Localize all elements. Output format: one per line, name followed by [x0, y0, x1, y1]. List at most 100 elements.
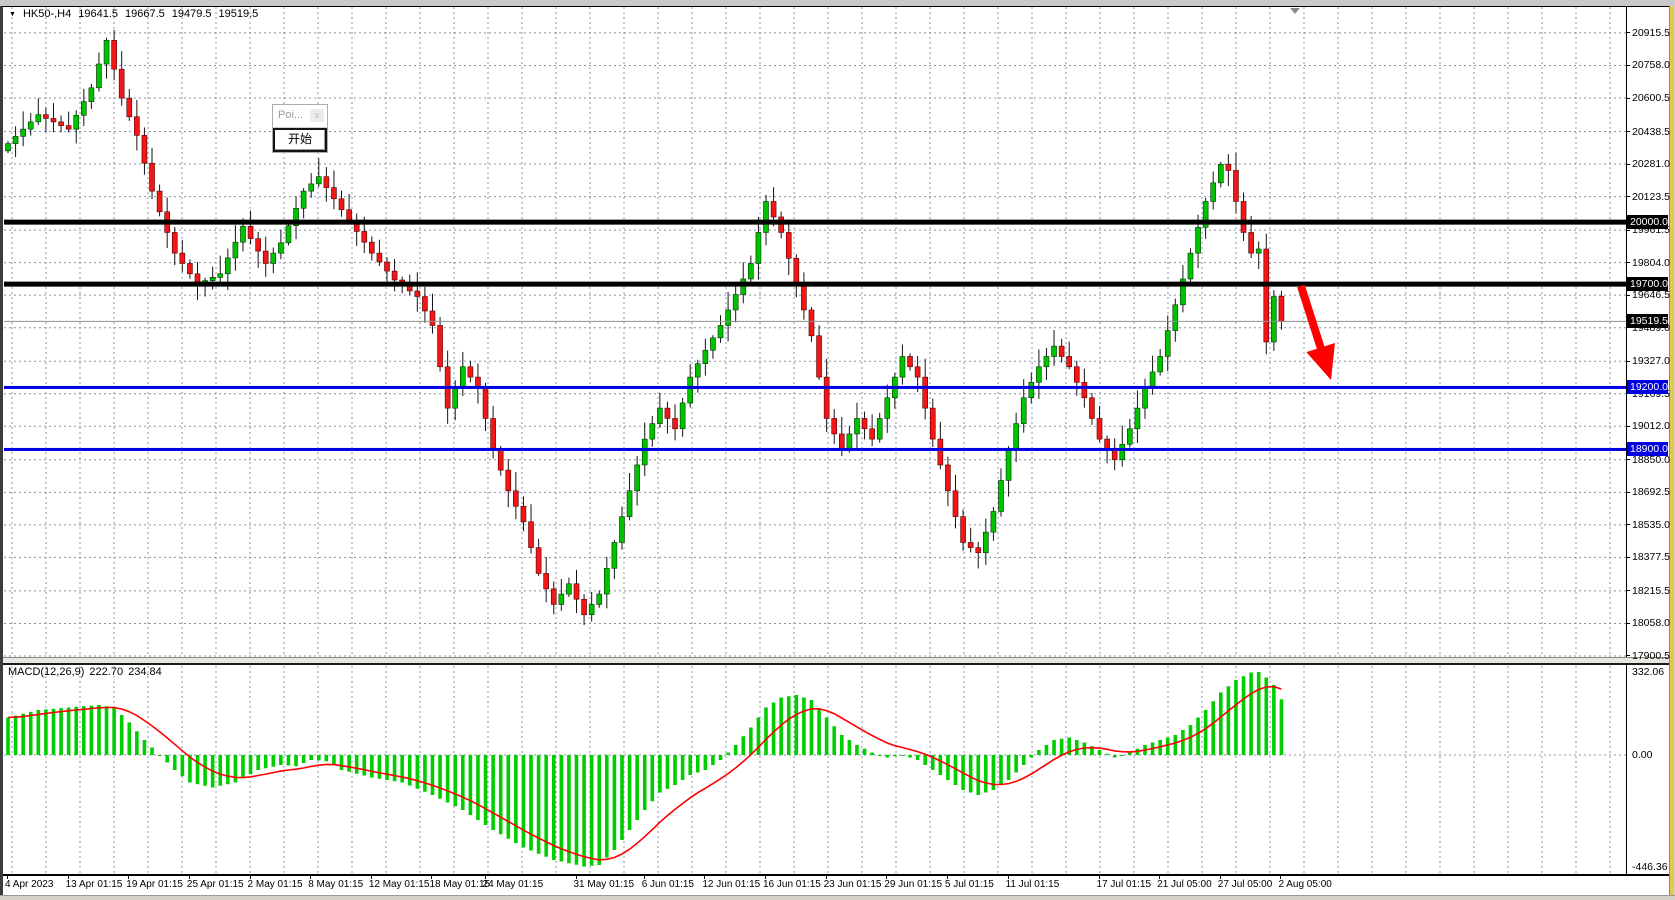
x-axis-tick [431, 875, 433, 879]
chart-shift-marker-icon[interactable] [1290, 8, 1300, 14]
y-axis-tick [1626, 425, 1630, 427]
price-line-20000.0[interactable] [4, 219, 1626, 225]
x-axis-label: 11 Jul 01:15 [1005, 879, 1060, 890]
x-axis-label: 25 Apr 01:15 [186, 879, 244, 890]
y-axis-tick [1626, 459, 1630, 461]
y-axis-label: 20281.0 [1632, 158, 1670, 171]
x-axis-label: 6 Jun 01:15 [641, 879, 694, 890]
y-axis-label: 19012.0 [1632, 420, 1670, 433]
price-line-19200.0[interactable] [4, 385, 1626, 389]
y-axis-label: 18850.0 [1632, 453, 1670, 466]
x-axis-tick [249, 875, 251, 879]
chart-title: ▼ HK50-,H4 19641.5 19667.5 19479.5 19519… [9, 8, 258, 20]
x-axis-tick [484, 875, 486, 879]
x-axis-tick [575, 875, 577, 879]
x-axis-label: 21 Jul 05:00 [1157, 879, 1212, 890]
macd-signal-value: 234.84 [128, 666, 162, 678]
y-axis-label: 19804.0 [1632, 256, 1670, 269]
x-axis-tick [1007, 875, 1009, 879]
y-axis-label: 18535.0 [1632, 518, 1670, 531]
y-axis-tick [1626, 622, 1630, 624]
candlestick-series [5, 29, 1285, 626]
y-axis-label: 18058.0 [1632, 617, 1670, 630]
window-right-edge [1669, 6, 1674, 900]
x-axis-label: 18 May 01:15 [429, 879, 491, 890]
y-axis-label: 19327.0 [1632, 355, 1670, 368]
current-price-badge: 19519.5 [1627, 314, 1668, 329]
x-axis-label: 2 May 01:15 [247, 879, 303, 890]
y-axis-label: 18692.5 [1632, 486, 1670, 499]
y-axis-tick [1626, 196, 1630, 198]
y-axis-label: 18377.5 [1632, 551, 1670, 564]
price-badge-19200.0: 19200.0 [1627, 380, 1668, 395]
x-axis-tick [1219, 875, 1221, 879]
script-dialog[interactable]: Poi... x 开始 [272, 104, 328, 153]
y-axis-tick [1626, 360, 1630, 362]
window-bottom-edge [0, 895, 1675, 900]
x-axis-label: 4 Apr 2023 [5, 879, 54, 890]
x-axis-tick [946, 875, 948, 879]
x-axis-tick [188, 875, 190, 879]
ohlc-open: 19641.5 [78, 8, 118, 20]
macd-axis-label: 332.06 [1632, 666, 1665, 678]
start-button[interactable]: 开始 [273, 128, 327, 152]
panel-separator[interactable] [3, 657, 1670, 665]
macd-histogram-series [6, 672, 1284, 867]
y-axis-label: 20915.5 [1632, 26, 1670, 39]
x-axis-label: 12 Jun 01:15 [702, 879, 761, 890]
x-axis-label: 24 May 01:15 [482, 879, 544, 890]
window-left-edge [0, 6, 3, 896]
y-axis-tick [1626, 64, 1630, 66]
macd-signal-line [7, 685, 1282, 861]
x-axis-label: 19 Apr 01:15 [126, 879, 183, 890]
price-line-19700.0[interactable] [4, 281, 1626, 287]
macd-panel-bottom-border [3, 874, 1670, 876]
x-axis-tick [370, 875, 372, 879]
price-badge-20000.0: 20000.0 [1627, 215, 1668, 230]
price-line-18900.0[interactable] [4, 447, 1626, 451]
y-axis-tick [1626, 491, 1630, 493]
x-axis-label: 13 Apr 01:15 [65, 879, 123, 890]
level-lines [4, 219, 1626, 451]
macd-name: MACD(12,26,9) [8, 666, 85, 678]
window-top-edge [0, 0, 1675, 7]
y-axis-tick [1626, 590, 1630, 592]
x-axis-tick [765, 875, 766, 879]
dialog-title-bar[interactable]: Poi... x [273, 105, 327, 128]
y-axis-tick [1626, 556, 1630, 558]
x-axis-tick [310, 875, 312, 879]
x-axis-label: 27 Jul 05:00 [1217, 879, 1273, 890]
y-axis-tick [1626, 229, 1630, 231]
x-axis-label: 16 Jun 01:15 [763, 879, 821, 890]
x-axis-tick [1280, 875, 1282, 879]
y-axis-label: 20600.5 [1632, 92, 1670, 105]
x-axis-tick [67, 875, 69, 879]
ohlc-low: 19479.5 [171, 8, 212, 20]
x-axis-tick [1098, 875, 1100, 879]
y-axis-tick [1626, 524, 1630, 526]
x-axis-label: 5 Jul 01:15 [944, 879, 994, 890]
macd-main-value: 222.70 [89, 666, 124, 678]
y-axis-tick [1626, 131, 1630, 132]
y-axis-tick [1626, 294, 1630, 296]
trend-arrow-annotation[interactable] [1297, 284, 1335, 380]
price-badge-18900.0: 18900.0 [1627, 442, 1668, 457]
x-axis-tick [7, 875, 8, 879]
collapse-icon[interactable]: ▼ [9, 10, 16, 18]
grid-layer [4, 7, 1626, 873]
macd-axis-label: -446.36 [1632, 860, 1668, 873]
y-axis-tick [1626, 32, 1630, 34]
x-axis-tick [128, 875, 130, 879]
y-axis-label: 19646.5 [1632, 289, 1670, 302]
dialog-close-button[interactable]: x [310, 109, 324, 122]
x-axis-label: 23 Jun 01:15 [823, 879, 882, 890]
y-axis-label: 20438.5 [1632, 125, 1670, 138]
macd-axis-label: 0.00 [1632, 749, 1653, 761]
y-axis-tick [1626, 655, 1630, 657]
y-axis-tick [1626, 97, 1630, 99]
x-axis-label: 8 May 01:15 [308, 879, 364, 890]
symbol-timeframe-label: HK50-,H4 [22, 8, 72, 20]
ohlc-close: 19519.5 [218, 8, 259, 20]
